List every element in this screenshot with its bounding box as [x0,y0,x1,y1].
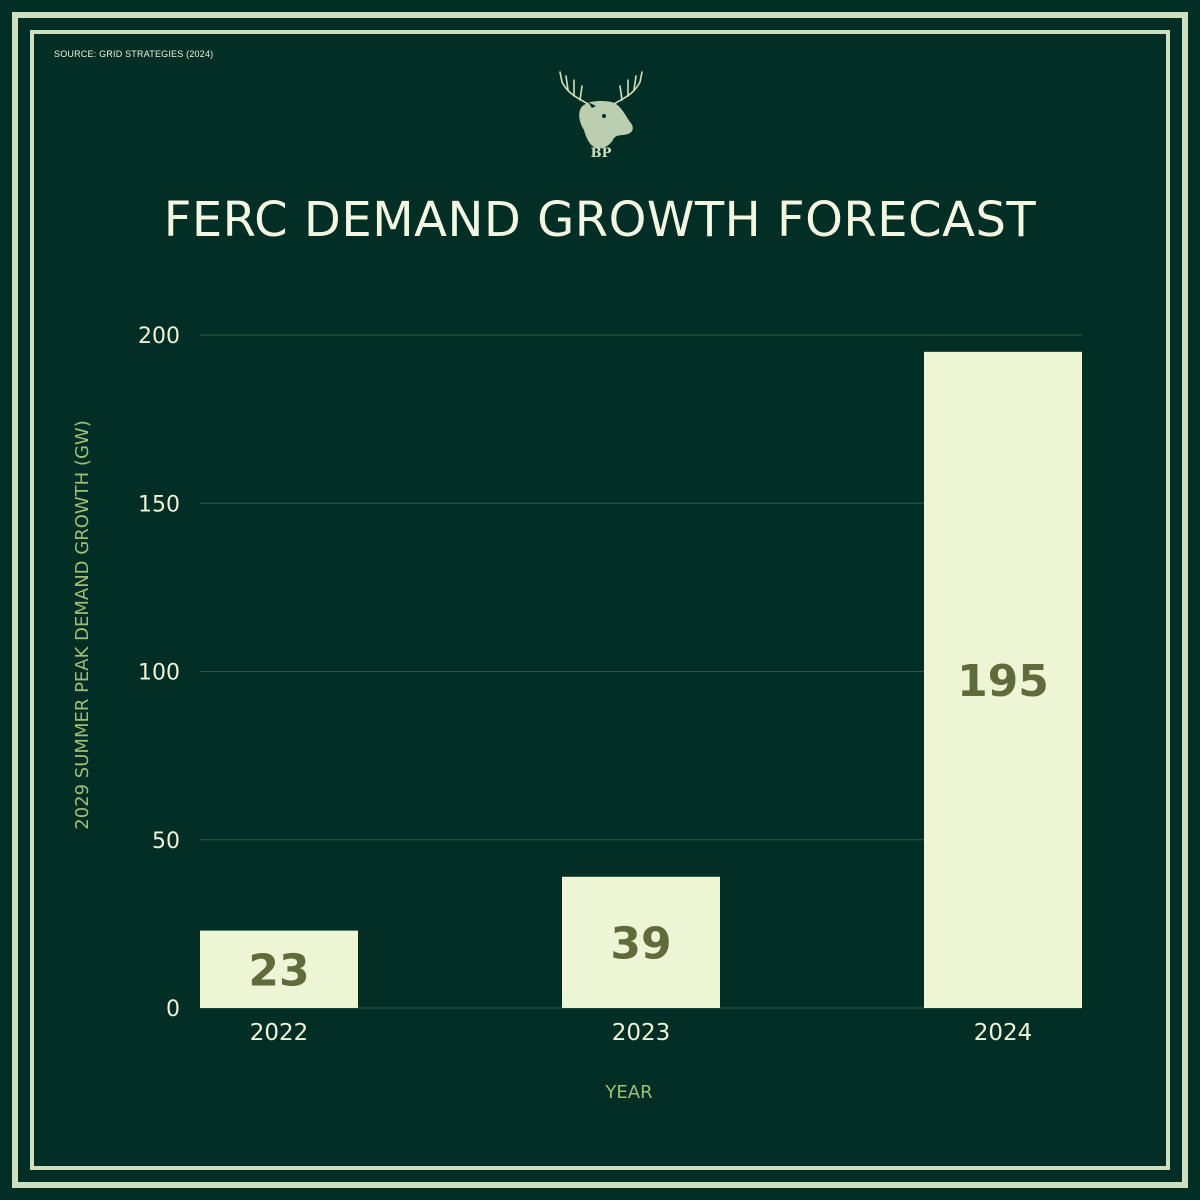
y-axis-title: 2029 SUMMER PEAK DEMAND GROWTH (GW) [72,420,93,829]
x-axis-title: YEAR [604,1082,652,1103]
y-tick-label: 50 [152,829,180,854]
data-label-2022: 23 [248,945,309,996]
moose-head-icon: BP [559,71,643,160]
y-tick-label: 200 [138,324,180,349]
labels: 23 2022 39 2023 195 2024 [248,656,1049,1046]
x-tick-label-2024: 2024 [974,1020,1033,1046]
chart-title: FERC DEMAND GROWTH FORECAST [163,192,1037,248]
data-label-2024: 195 [957,656,1049,707]
source-note: SOURCE: GRID STRATEGIES (2024) [54,49,214,59]
y-tick-label: 150 [138,492,180,517]
inner-frame [30,30,1170,1170]
gridlines: 0 50 100 150 200 [138,324,1082,1022]
logo-text: BP [591,146,612,160]
data-label-2023: 39 [610,918,671,969]
bar-2022 [200,930,358,1008]
bars [200,351,1082,1008]
outer-frame [12,12,1188,1188]
bar-2024 [924,351,1082,1008]
y-tick-label: 0 [166,997,180,1022]
x-tick-label-2022: 2022 [250,1020,309,1046]
y-tick-label: 100 [138,661,180,686]
x-tick-label-2023: 2023 [612,1020,671,1046]
bar-2023 [562,876,720,1008]
